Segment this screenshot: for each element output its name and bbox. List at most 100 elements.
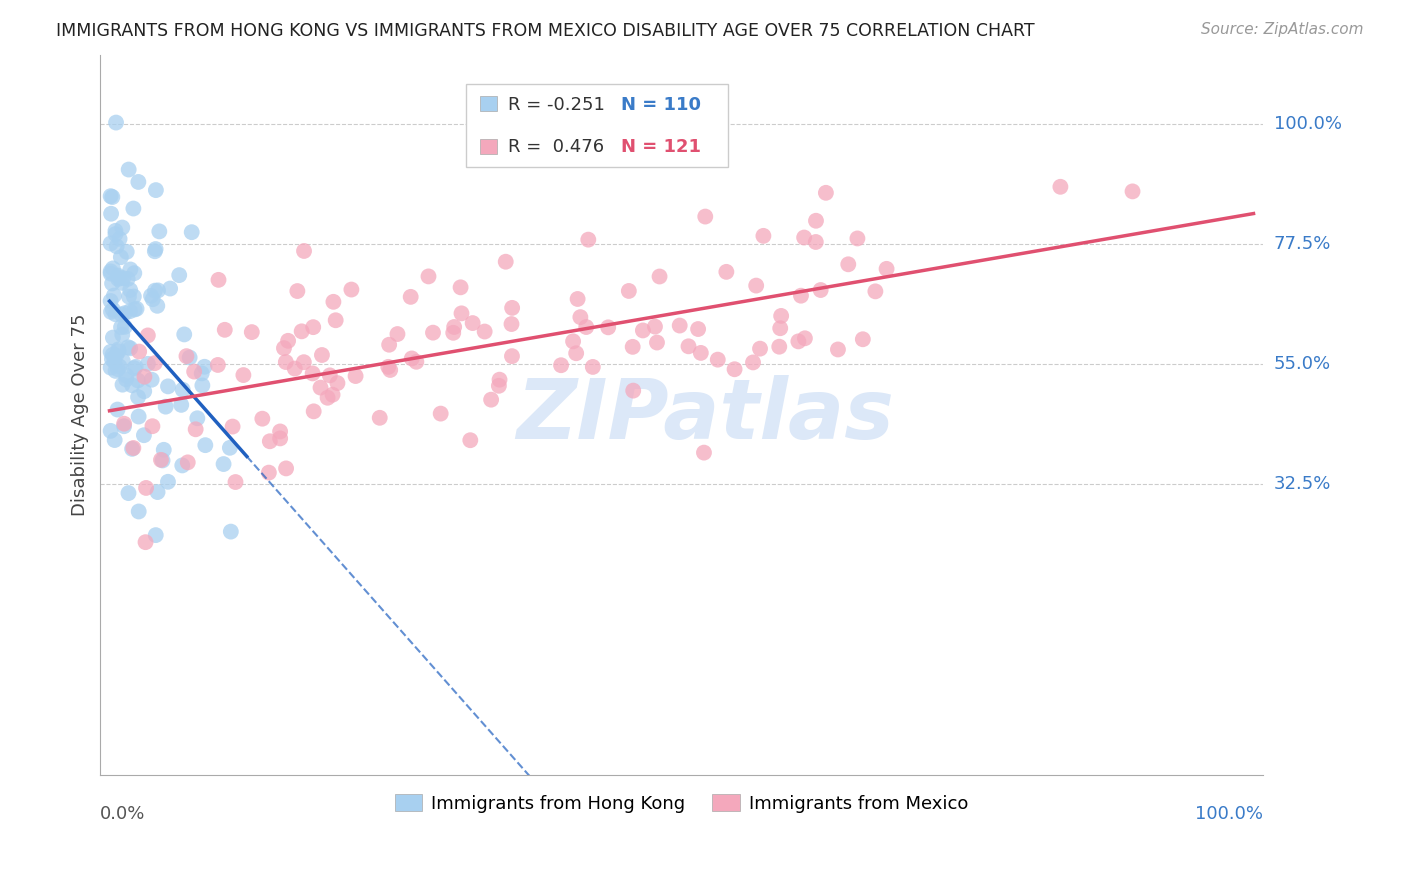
- Point: [100, 267, 122, 281]
- Point: [110, 250, 132, 264]
- Point: [567, 292, 589, 306]
- Point: [107, 402, 129, 417]
- Point: [104, 433, 127, 447]
- Point: [136, 357, 159, 371]
- Point: [152, 442, 174, 457]
- Point: [344, 369, 367, 384]
- Point: [429, 407, 451, 421]
- Point: [648, 269, 671, 284]
- Point: [621, 340, 644, 354]
- Point: [111, 377, 134, 392]
- Point: [124, 302, 146, 317]
- Text: 55.0%: 55.0%: [1274, 355, 1331, 374]
- Point: [214, 323, 236, 337]
- Point: [418, 269, 440, 284]
- Point: [101, 302, 124, 317]
- Text: Source: ZipAtlas.com: Source: ZipAtlas.com: [1201, 22, 1364, 37]
- Point: [108, 270, 131, 285]
- Point: [678, 339, 700, 353]
- Point: [111, 327, 134, 342]
- Point: [152, 453, 174, 467]
- Point: [621, 384, 644, 398]
- Point: [111, 354, 134, 368]
- Text: N = 121: N = 121: [621, 138, 702, 156]
- Point: [340, 283, 363, 297]
- Point: [101, 330, 124, 344]
- Point: [122, 361, 145, 376]
- Point: [387, 326, 409, 341]
- Point: [104, 364, 127, 378]
- Text: ZIPatlas: ZIPatlas: [516, 375, 894, 456]
- Point: [179, 351, 201, 365]
- Point: [100, 305, 122, 319]
- Point: [565, 346, 588, 360]
- Point: [695, 210, 717, 224]
- Point: [575, 320, 598, 334]
- Point: [186, 411, 208, 425]
- Point: [617, 284, 640, 298]
- Point: [401, 351, 423, 366]
- Point: [284, 361, 307, 376]
- Point: [770, 309, 793, 323]
- Bar: [481, 139, 498, 153]
- Point: [145, 242, 167, 256]
- Point: [120, 283, 142, 297]
- Point: [302, 320, 325, 334]
- Point: [155, 400, 177, 414]
- Point: [716, 265, 738, 279]
- Point: [101, 351, 124, 366]
- Point: [1121, 185, 1143, 199]
- Point: [562, 334, 585, 349]
- Point: [688, 322, 710, 336]
- Point: [273, 341, 295, 355]
- Point: [837, 257, 859, 271]
- Point: [145, 183, 167, 197]
- Point: [100, 264, 122, 278]
- Point: [368, 410, 391, 425]
- Point: [461, 316, 484, 330]
- Text: N = 110: N = 110: [621, 95, 702, 114]
- Point: [302, 404, 325, 418]
- Point: [127, 373, 149, 387]
- Point: [127, 390, 149, 404]
- Point: [790, 288, 813, 302]
- Legend: Immigrants from Hong Kong, Immigrants from Mexico: Immigrants from Hong Kong, Immigrants fr…: [388, 787, 976, 820]
- Point: [458, 434, 481, 448]
- Point: [488, 373, 510, 387]
- Point: [142, 292, 165, 306]
- Point: [150, 453, 173, 467]
- Text: 32.5%: 32.5%: [1274, 475, 1331, 493]
- Point: [125, 301, 148, 316]
- Point: [292, 355, 315, 369]
- Point: [122, 441, 145, 455]
- Point: [146, 284, 169, 298]
- Point: [377, 359, 399, 374]
- Point: [105, 349, 128, 363]
- Point: [745, 278, 768, 293]
- Point: [501, 349, 523, 363]
- Point: [128, 409, 150, 424]
- Point: [488, 378, 510, 392]
- Point: [598, 320, 620, 334]
- Point: [257, 466, 280, 480]
- Point: [115, 372, 138, 386]
- Point: [810, 283, 832, 297]
- Point: [143, 244, 166, 259]
- Point: [190, 367, 212, 381]
- Point: [450, 280, 472, 294]
- Point: [105, 239, 128, 253]
- Point: [378, 337, 401, 351]
- Point: [134, 384, 156, 399]
- Point: [501, 317, 523, 331]
- Point: [207, 273, 229, 287]
- Point: [124, 266, 146, 280]
- Point: [259, 434, 281, 449]
- Point: [207, 358, 229, 372]
- Point: [316, 391, 339, 405]
- Point: [125, 359, 148, 374]
- Point: [128, 504, 150, 518]
- Point: [117, 486, 139, 500]
- Bar: [481, 96, 498, 112]
- Point: [132, 428, 155, 442]
- Y-axis label: Disability Age Over 75: Disability Age Over 75: [72, 314, 89, 516]
